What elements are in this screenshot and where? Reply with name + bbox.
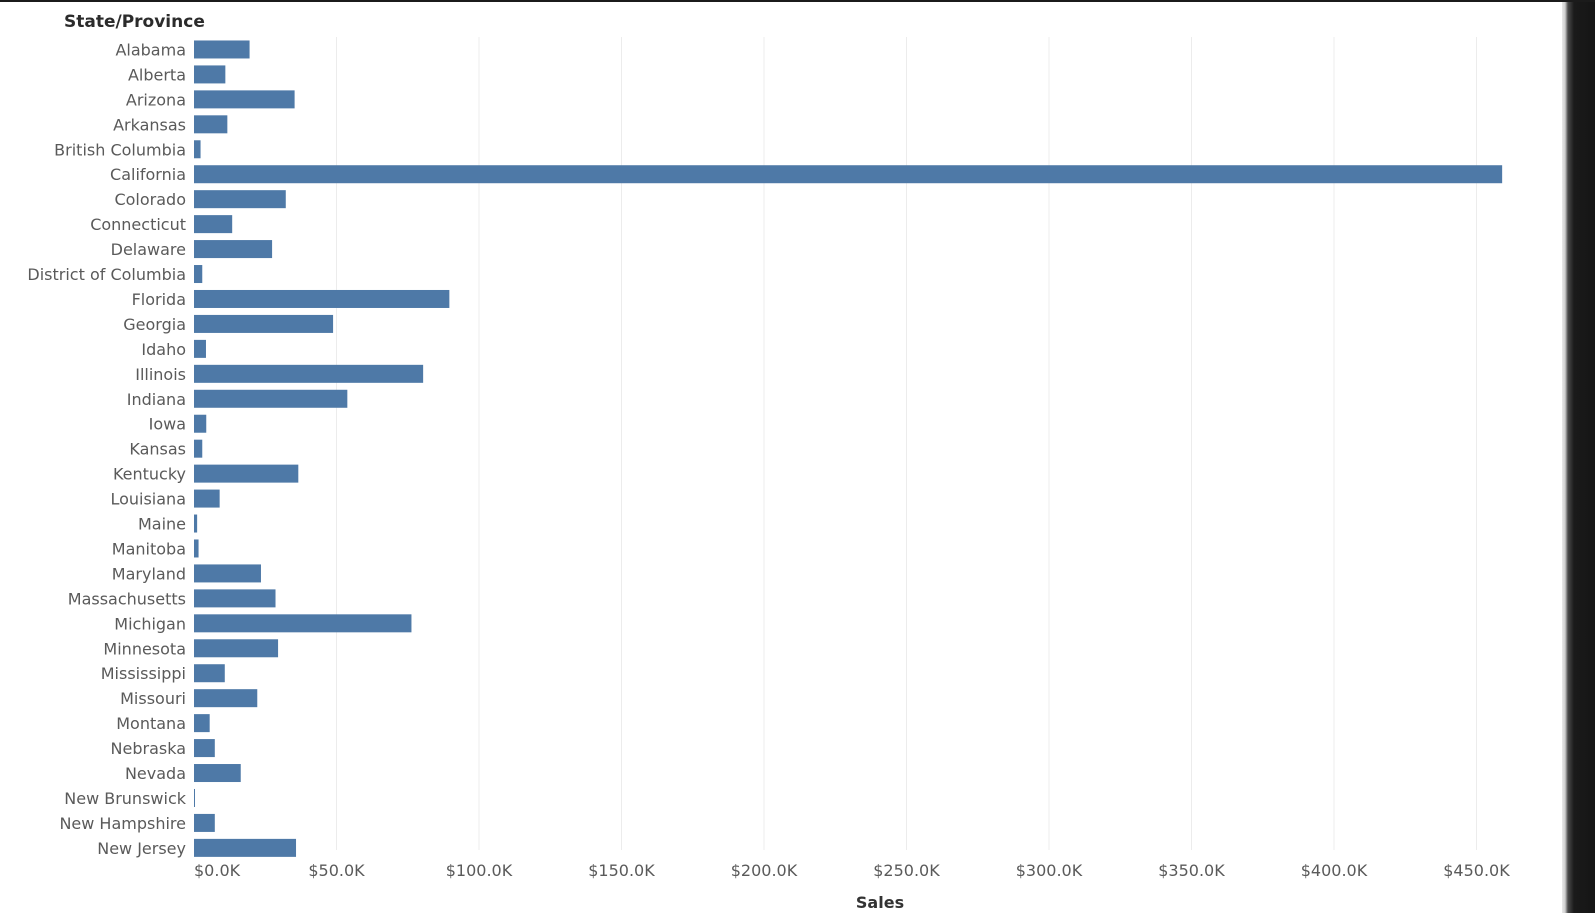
window-edge <box>1562 2 1595 913</box>
category-label: Michigan <box>114 614 186 633</box>
bar[interactable] <box>194 289 450 308</box>
category-label: Alabama <box>115 40 186 59</box>
bar[interactable] <box>194 838 297 857</box>
bar[interactable] <box>194 90 295 109</box>
bar[interactable] <box>194 40 250 59</box>
category-label: Indiana <box>127 390 186 409</box>
category-label: Idaho <box>141 340 186 359</box>
bar-chart: Alabama Alberta Arizona Arkansas British Col… <box>27 37 1510 912</box>
category-label: British Columbia <box>54 140 186 159</box>
bar[interactable] <box>194 215 233 234</box>
bar[interactable] <box>194 464 299 483</box>
category-label: New Brunswick <box>64 789 186 808</box>
bar[interactable] <box>194 813 215 832</box>
bar[interactable] <box>194 514 198 533</box>
bar[interactable] <box>194 389 348 408</box>
x-tick-label: $200.0K <box>731 861 798 880</box>
category-label: Florida <box>132 290 186 309</box>
category-label: Connecticut <box>90 215 186 234</box>
category-label: Nevada <box>125 764 186 783</box>
x-tick-label: $0.0K <box>194 861 241 880</box>
bar[interactable] <box>194 764 241 783</box>
x-tick-label: $450.0K <box>1443 861 1510 880</box>
category-label: New Jersey <box>97 839 186 858</box>
bar[interactable] <box>194 589 276 608</box>
category-label: Kansas <box>129 440 186 459</box>
bar[interactable] <box>194 564 261 583</box>
category-label: Georgia <box>123 315 186 334</box>
category-label: District of Columbia <box>27 265 186 284</box>
category-labels: Alabama Alberta Arizona Arkansas British Col… <box>27 40 186 857</box>
bar[interactable] <box>194 339 206 358</box>
bar[interactable] <box>194 140 201 159</box>
bar[interactable] <box>194 689 258 708</box>
x-tick-label: $350.0K <box>1158 861 1225 880</box>
x-tick-label: $400.0K <box>1301 861 1368 880</box>
bar[interactable] <box>194 739 215 758</box>
bar[interactable] <box>194 714 210 733</box>
category-label: Illinois <box>135 365 186 384</box>
category-label: Kentucky <box>113 465 186 484</box>
x-tick-label: $300.0K <box>1016 861 1083 880</box>
bar[interactable] <box>194 439 203 458</box>
category-label: Manitoba <box>112 539 186 558</box>
bar[interactable] <box>194 115 228 134</box>
bar[interactable] <box>194 489 220 508</box>
bar[interactable] <box>194 314 334 333</box>
category-label: Arizona <box>126 90 186 109</box>
bar[interactable] <box>194 165 1503 184</box>
category-label: Iowa <box>149 415 186 434</box>
bar[interactable] <box>194 639 279 658</box>
category-label: Montana <box>116 714 186 733</box>
gridlines <box>336 37 1477 850</box>
bar[interactable] <box>194 364 424 383</box>
category-label: Louisiana <box>110 490 186 509</box>
category-label: Mississippi <box>101 664 186 683</box>
x-tick-label: $250.0K <box>873 861 940 880</box>
bar[interactable] <box>194 539 199 558</box>
x-tick-label: $50.0K <box>308 861 365 880</box>
bar[interactable] <box>194 265 203 284</box>
bar[interactable] <box>194 240 273 259</box>
category-label: Missouri <box>120 689 186 708</box>
category-label: California <box>110 165 186 184</box>
category-label: Alberta <box>128 65 186 84</box>
bar[interactable] <box>194 788 195 807</box>
category-label: Minnesota <box>103 639 186 658</box>
category-label: Massachusetts <box>68 589 186 608</box>
category-label: Colorado <box>114 190 186 209</box>
bar[interactable] <box>194 614 412 633</box>
category-label: New Hampshire <box>59 814 186 833</box>
row-header-title: State/Province <box>64 12 205 32</box>
bars <box>194 40 1503 857</box>
category-label: Delaware <box>111 240 186 259</box>
bar[interactable] <box>194 65 226 84</box>
x-tick-label: $100.0K <box>446 861 513 880</box>
bar[interactable] <box>194 414 207 433</box>
bar[interactable] <box>194 664 225 683</box>
x-tick-label: $150.0K <box>588 861 655 880</box>
bar[interactable] <box>194 190 286 209</box>
category-label: Arkansas <box>113 115 186 134</box>
category-label: Nebraska <box>111 739 186 758</box>
category-label: Maine <box>138 515 186 534</box>
x-axis-title: Sales <box>856 893 904 912</box>
category-label: Maryland <box>112 564 186 583</box>
x-axis-ticks: $0.0K $50.0K $100.0K $150.0K $200.0K $250.0K $… <box>194 861 1510 880</box>
